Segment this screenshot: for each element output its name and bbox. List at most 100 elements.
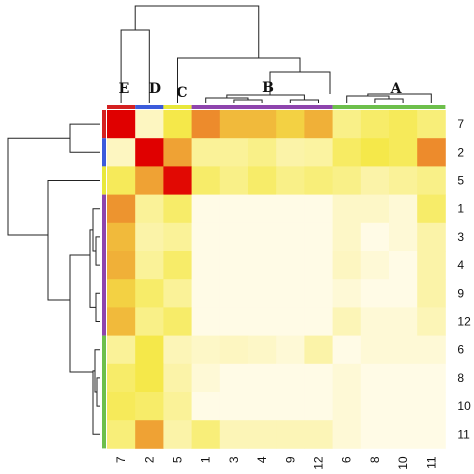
heatmap-cell-4-9 bbox=[276, 251, 305, 280]
heatmap-cell-2-2 bbox=[135, 138, 164, 167]
heatmap-cell-5-11 bbox=[417, 166, 446, 195]
heatmap-cell-5-2 bbox=[135, 166, 164, 195]
heatmap-cell-10-6 bbox=[332, 392, 362, 421]
heatmap-cell-2-8 bbox=[360, 138, 390, 167]
heatmap-cell-12-8 bbox=[360, 307, 390, 336]
heatmap-cell-8-1 bbox=[191, 363, 221, 393]
heatmap-cell-12-4 bbox=[248, 307, 277, 336]
heatmap-cell-8-5 bbox=[163, 363, 192, 393]
row-label-9: 9 bbox=[457, 286, 464, 300]
heatmap-cell-8-3 bbox=[219, 363, 249, 393]
heatmap-cell-9-12 bbox=[304, 279, 333, 308]
heatmap-cell-7-2 bbox=[135, 110, 164, 139]
heatmap-cell-12-3 bbox=[219, 307, 249, 336]
heatmap-cell-2-1 bbox=[191, 138, 221, 167]
column-label-12: 12 bbox=[312, 456, 326, 470]
cluster-bar-top-A bbox=[332, 105, 446, 109]
heatmap-cell-10-8 bbox=[360, 392, 390, 421]
heatmap-cell-6-10 bbox=[389, 335, 418, 365]
row-label-4: 4 bbox=[457, 258, 464, 272]
heatmap-cell-2-12 bbox=[304, 138, 333, 167]
top-dendrogram-branch bbox=[269, 71, 331, 95]
heatmap-cell-4-10 bbox=[389, 251, 418, 280]
heatmap-cell-5-8 bbox=[360, 166, 390, 195]
left-dendrogram-branch bbox=[69, 123, 100, 153]
heatmap-cell-11-10 bbox=[389, 420, 418, 449]
left-cluster-bars bbox=[102, 110, 106, 449]
row-label-7: 7 bbox=[457, 117, 464, 131]
column-labels: 7 2 5 1 3 4 9 12 6 8 10 11 bbox=[114, 456, 438, 470]
row-label-1: 1 bbox=[457, 202, 464, 216]
heatmap-cell-8-7 bbox=[107, 363, 136, 393]
top-dendrogram bbox=[120, 5, 432, 103]
cluster-bar-left-E bbox=[102, 110, 106, 139]
heatmap-cell-2-11 bbox=[417, 138, 446, 167]
heatmap-cell-5-7 bbox=[107, 166, 136, 195]
heatmap-cell-12-9 bbox=[276, 307, 305, 336]
heatmap-cell-12-10 bbox=[389, 307, 418, 336]
heatmap-cell-6-3 bbox=[219, 335, 249, 365]
heatmap-cell-6-1 bbox=[191, 335, 221, 365]
column-label-10: 10 bbox=[396, 456, 410, 470]
heatmap-cell-8-8 bbox=[360, 363, 390, 393]
heatmap-cell-6-11 bbox=[417, 335, 446, 365]
cluster-label-C: C bbox=[176, 85, 187, 101]
cluster-label-E: E bbox=[119, 81, 130, 97]
heatmap-cell-4-2 bbox=[135, 251, 164, 280]
row-label-3: 3 bbox=[457, 230, 464, 244]
heatmap-cell-12-6 bbox=[332, 307, 362, 336]
heatmap-cell-8-4 bbox=[248, 363, 277, 393]
heatmap-cell-1-1 bbox=[191, 194, 221, 224]
heatmap-cell-9-6 bbox=[332, 279, 362, 308]
heatmap-cell-11-1 bbox=[191, 420, 221, 449]
column-label-1: 1 bbox=[199, 456, 213, 463]
heatmap-cell-3-8 bbox=[360, 222, 390, 252]
left-dendrogram-branch bbox=[69, 254, 93, 373]
heatmap-cell-11-8 bbox=[360, 420, 390, 449]
heatmap-cell-1-11 bbox=[417, 194, 446, 224]
heatmap-cell-5-4 bbox=[248, 166, 277, 195]
top-dendrogram-branch bbox=[289, 99, 319, 103]
heatmap-cell-7-1 bbox=[191, 110, 221, 139]
left-dendrogram-branch bbox=[7, 137, 70, 236]
heatmap-cell-6-6 bbox=[332, 335, 362, 365]
heatmap-cell-10-10 bbox=[389, 392, 418, 421]
left-dendrogram-branch bbox=[47, 180, 100, 301]
heatmap-cell-1-12 bbox=[304, 194, 333, 224]
heatmap-cell-7-12 bbox=[304, 110, 333, 139]
cluster-bar-left-B bbox=[102, 194, 106, 336]
heatmap-cell-12-2 bbox=[135, 307, 164, 336]
heatmap-cell-6-2 bbox=[135, 335, 164, 365]
heatmap-cell-5-10 bbox=[389, 166, 418, 195]
column-label-9: 9 bbox=[283, 456, 297, 463]
heatmap-cell-5-5 bbox=[163, 166, 192, 195]
heatmap-cell-1-6 bbox=[332, 194, 362, 224]
heatmap-cell-9-8 bbox=[360, 279, 390, 308]
heatmap-cell-7-7 bbox=[107, 110, 136, 139]
top-dendrogram-branch bbox=[177, 57, 301, 103]
column-label-8: 8 bbox=[368, 456, 382, 463]
heatmap-cell-3-7 bbox=[107, 222, 136, 252]
column-label-4: 4 bbox=[255, 456, 269, 463]
top-dendrogram-branch bbox=[226, 94, 305, 100]
heatmap-cell-11-7 bbox=[107, 420, 136, 449]
heatmap-cell-10-9 bbox=[276, 392, 305, 421]
left-dendrogram-branch bbox=[95, 236, 100, 266]
cluster-bar-left-C bbox=[102, 166, 106, 195]
heatmap-cell-3-10 bbox=[389, 222, 418, 252]
heatmap-cell-9-10 bbox=[389, 279, 418, 308]
heatmap-cell-9-7 bbox=[107, 279, 136, 308]
heatmap-cell-3-6 bbox=[332, 222, 362, 252]
heatmap-cell-10-2 bbox=[135, 392, 164, 421]
heatmap-cell-4-3 bbox=[219, 251, 249, 280]
heatmap-cell-9-1 bbox=[191, 279, 221, 308]
heatmap-cell-3-2 bbox=[135, 222, 164, 252]
heatmap-cell-4-5 bbox=[163, 251, 192, 280]
heatmap-cell-5-3 bbox=[219, 166, 249, 195]
heatmap-cell-6-12 bbox=[304, 335, 333, 365]
heatmap-cell-4-4 bbox=[248, 251, 277, 280]
heatmap-cell-11-2 bbox=[135, 420, 164, 449]
heatmap-cell-9-5 bbox=[163, 279, 192, 308]
left-dendrogram-branch bbox=[96, 377, 100, 407]
column-label-3: 3 bbox=[227, 456, 241, 463]
